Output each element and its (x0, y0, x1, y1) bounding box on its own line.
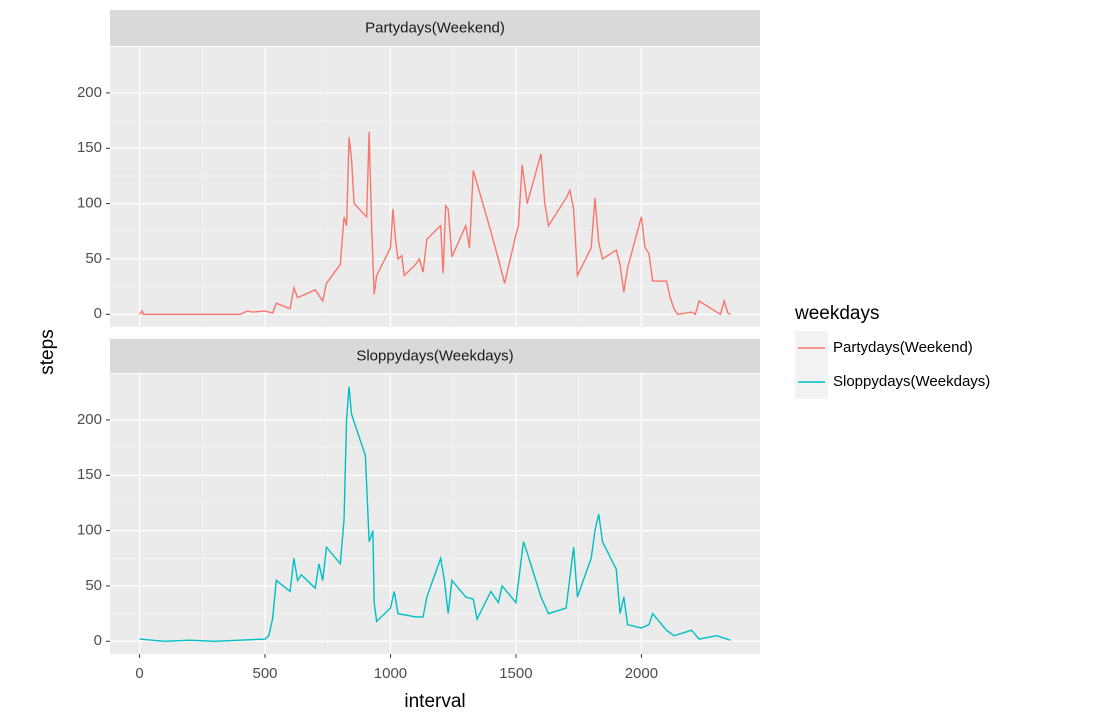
y-tick-label: 0 (94, 632, 102, 649)
y-tick-label: 150 (77, 466, 102, 483)
data-line (139, 386, 731, 642)
y-tick-label: 50 (85, 577, 102, 594)
y-tick-label: 50 (85, 250, 102, 267)
y-axis-label: steps (37, 329, 58, 374)
y-tick-label: 200 (77, 411, 102, 428)
y-tick-label: 0 (94, 305, 102, 322)
facet-strip (110, 339, 760, 373)
facet-strip (110, 10, 760, 46)
facet-title: Partydays(Weekend) (365, 19, 505, 36)
panel (110, 47, 760, 327)
y-tick-label: 150 (77, 139, 102, 156)
legend-title: weekdays (794, 303, 880, 324)
data-line (138, 131, 731, 316)
x-tick-label: 1500 (499, 665, 532, 682)
legend-label: Partydays(Weekend) (833, 339, 973, 356)
x-tick-label: 500 (252, 665, 277, 682)
x-tick-label: 1000 (374, 665, 407, 682)
x-tick-label: 2000 (625, 665, 658, 682)
x-tick-label: 0 (135, 665, 143, 682)
panel (110, 374, 760, 654)
y-tick-label: 200 (77, 84, 102, 101)
y-tick-label: 100 (77, 522, 102, 539)
x-axis-label: interval (404, 691, 465, 712)
legend-label: Sloppydays(Weekdays) (833, 373, 990, 390)
facet-title: Sloppydays(Weekdays) (356, 347, 513, 364)
y-tick-label: 100 (77, 195, 102, 212)
